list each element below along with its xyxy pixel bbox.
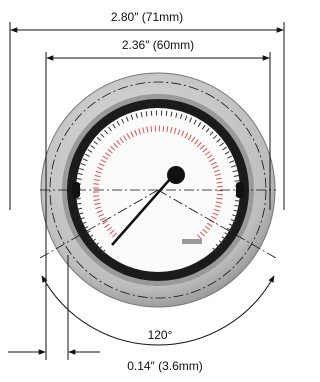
angle-label: 120° — [148, 328, 173, 342]
gauge-drawing: 2.80″ (71mm) 2.36″ (60mm) 120° 0.14″ (3.… — [0, 0, 286, 377]
face-width-label: 2.36″ (60mm) — [122, 38, 194, 52]
offset-label: 0.14″ (3.6mm) — [127, 359, 203, 373]
page: 2.80″ (71mm) 2.36″ (60mm) 120° 0.14″ (3.… — [0, 0, 286, 377]
overall-width-label: 2.80″ (71mm) — [111, 10, 183, 24]
